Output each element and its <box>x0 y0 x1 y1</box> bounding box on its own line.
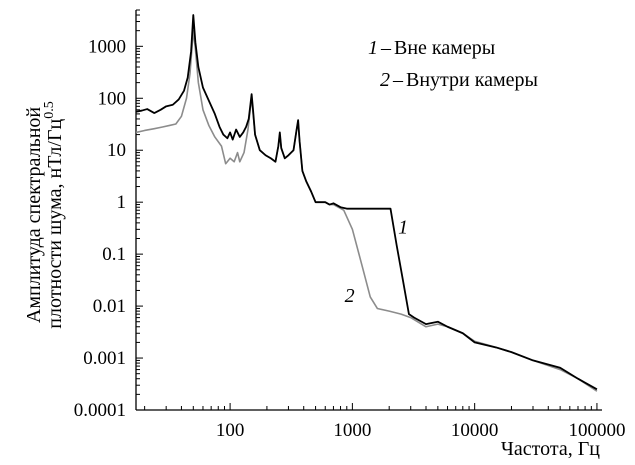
y-tick-label: 10 <box>107 140 126 161</box>
legend-item-inside: 2– Внутри камеры <box>380 69 538 91</box>
legend-item-inside-dash: – <box>392 69 404 91</box>
series-line-outside <box>135 14 598 391</box>
y-tick-label: 0.001 <box>83 348 126 369</box>
curve-labels: 12 <box>345 216 408 307</box>
plot-area: 100 1000 10000 100000 1000 100 10 1 0.1 0.01 0.00… <box>74 9 625 441</box>
y-axis-title: Амплитуда спектральной <box>23 107 45 324</box>
curve-label-inside: 2 <box>345 285 355 307</box>
y-axis-title-line2: плотности шума, нТл/Гц0.5 <box>42 101 66 328</box>
y-tick-label: 0.1 <box>102 244 126 265</box>
legend-item-outside-number: 1 <box>368 37 378 59</box>
legend: 1– Вне камеры 2– Внутри камеры <box>368 37 538 91</box>
y-axis-ticks: 1000 100 10 1 0.1 0.01 0.001 0.0001 <box>74 9 143 421</box>
x-axis-title: Частота, Гц <box>501 438 600 460</box>
x-tick-label: 1000 <box>333 420 371 441</box>
legend-item-inside-number: 2 <box>380 69 390 91</box>
x-tick-label: 10000 <box>451 420 499 441</box>
y-tick-label: 100 <box>98 88 127 109</box>
curve-label-outside: 1 <box>398 216 408 238</box>
y-axis-title-superscript: 0.5 <box>42 101 57 119</box>
y-tick-label: 0.0001 <box>74 400 126 421</box>
legend-item-outside-dash: – <box>380 37 392 59</box>
legend-item-inside-label: Внутри камеры <box>406 69 538 91</box>
x-tick-label: 100 <box>216 420 245 441</box>
y-axis-title-unit: плотности шума, нТл/Гц <box>44 118 66 328</box>
legend-item-outside-label: Вне камеры <box>394 37 495 59</box>
y-tick-label: 1000 <box>88 36 126 57</box>
series-layer <box>135 14 598 392</box>
y-tick-label: 0.01 <box>93 296 126 317</box>
legend-item-outside: 1– Вне камеры <box>368 37 495 59</box>
x-axis-ticks: 100 1000 10000 100000 <box>144 403 625 441</box>
x-tick-label: 100000 <box>568 420 625 441</box>
y-tick-label: 1 <box>117 192 127 213</box>
